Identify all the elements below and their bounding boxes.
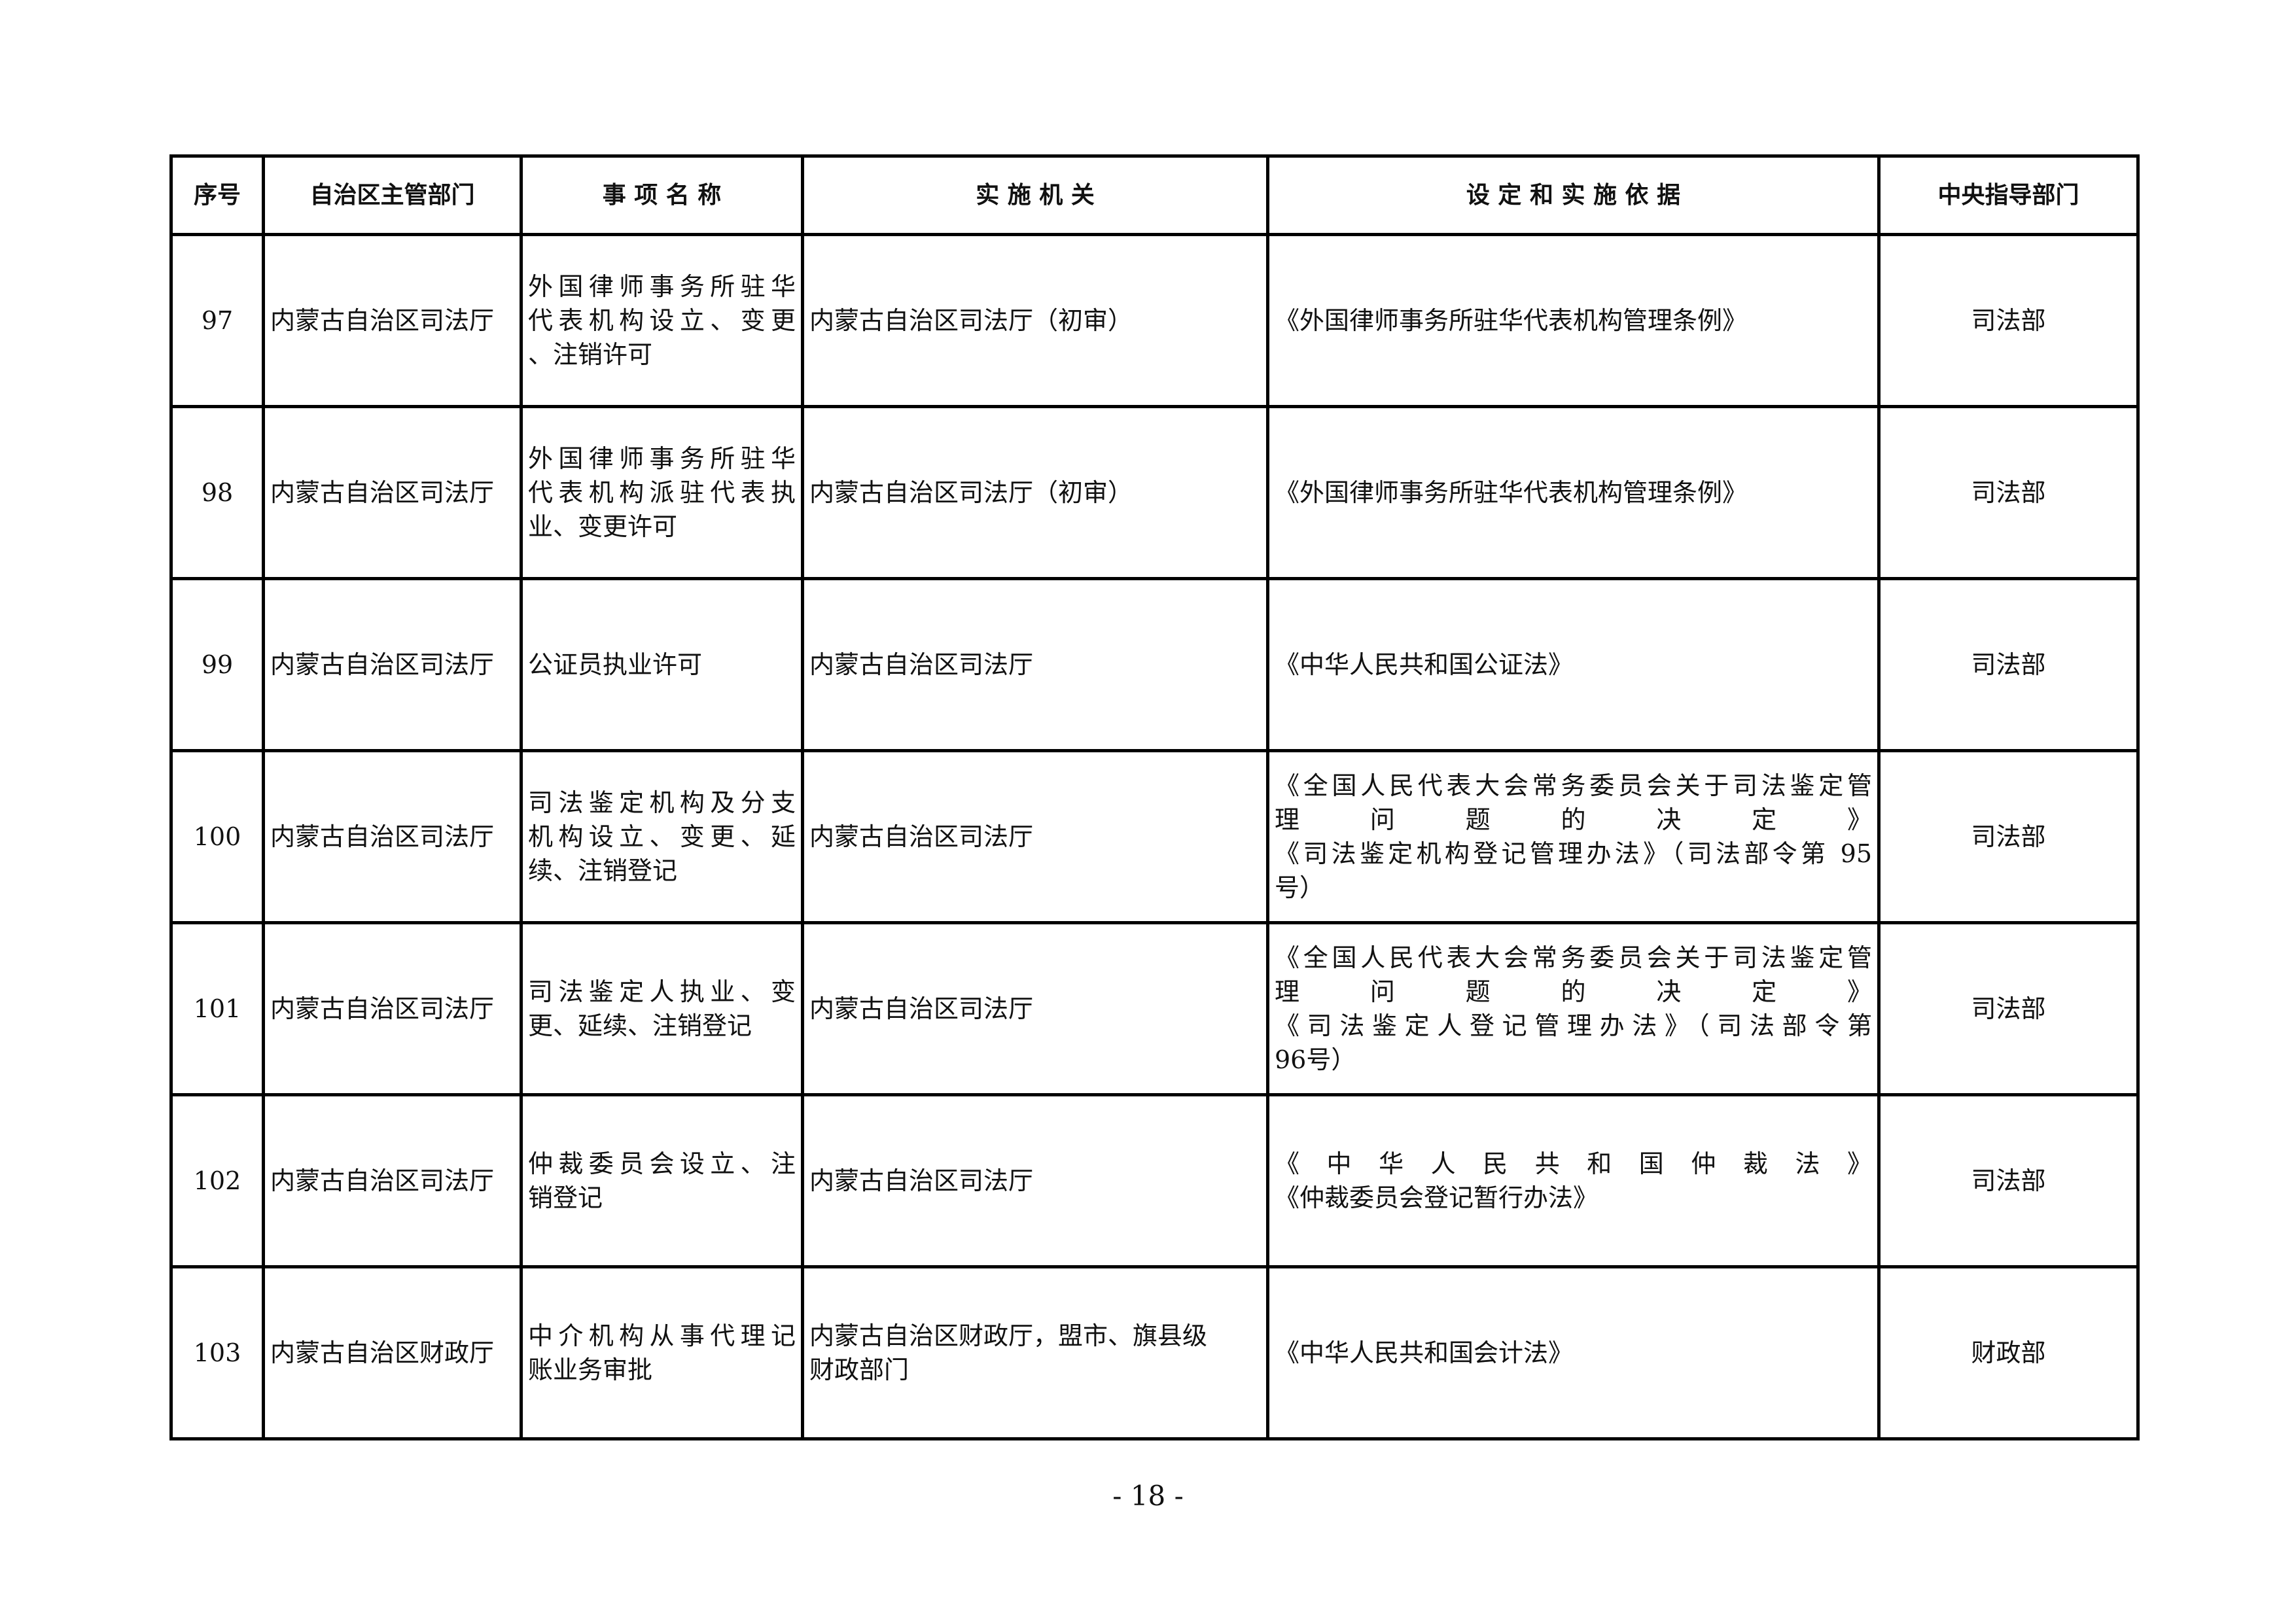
cell-basis: 《外国律师事务所驻华代表机构管理条例》 bbox=[1266, 405, 1881, 580]
cell-basis-line: 《全国人民代表大会常务委员会关于司法鉴定管 bbox=[1275, 771, 1872, 800]
cell-basis: 《全国人民代表大会常务委员会关于司法鉴定管 理问题的决定》 《司法鉴定机构登记管理办… bbox=[1266, 749, 1881, 924]
cell-agency: 内蒙古自治区财政厅，盟市、旗县级 财政部门 bbox=[801, 1265, 1269, 1440]
cell-dept: 内蒙古自治区司法厅 bbox=[262, 1093, 523, 1268]
cell-basis-line: 号） bbox=[1275, 873, 1325, 902]
cell-agency-line: 内蒙古自治区司法厅 bbox=[809, 822, 1034, 851]
cell-item-line: 司法鉴定人执业、变 bbox=[528, 977, 796, 1006]
cell-item-line: 、注销许可 bbox=[528, 340, 653, 369]
cell-central: 司法部 bbox=[1877, 577, 2140, 752]
cell-item-line: 仲裁委员会设立、注 bbox=[528, 1149, 796, 1178]
cell-agency-line: 内蒙古自治区司法厅 bbox=[809, 1166, 1034, 1195]
cell-item: 中介机构从事代理记 账业务审批 bbox=[520, 1265, 804, 1440]
cell-basis-line: 《全国人民代表大会常务委员会关于司法鉴定管 bbox=[1275, 943, 1872, 972]
cell-basis: 《全国人民代表大会常务委员会关于司法鉴定管 理问题的决定》 《司法鉴定人登记管理办法… bbox=[1266, 921, 1881, 1096]
cell-item-line: 外国律师事务所驻华 bbox=[528, 444, 796, 473]
cell-dept: 内蒙古自治区司法厅 bbox=[262, 577, 523, 752]
cell-agency: 内蒙古自治区司法厅（初审） bbox=[801, 233, 1269, 408]
cell-agency: 内蒙古自治区司法厅 bbox=[801, 1093, 1269, 1268]
cell-basis-line: 《外国律师事务所驻华代表机构管理条例》 bbox=[1275, 478, 1748, 507]
cell-agency: 内蒙古自治区司法厅（初审） bbox=[801, 405, 1269, 580]
table-row: 101 内蒙古自治区司法厅 司法鉴定人执业、变 更、延续、注销登记 内蒙古自治区司法厅《… bbox=[169, 921, 2140, 1096]
cell-basis-line: 《中华人民共和国仲裁法》 bbox=[1275, 1149, 1872, 1178]
cell-item-line: 公证员执业许可 bbox=[528, 650, 703, 679]
cell-agency-line: 财政部门 bbox=[809, 1355, 910, 1384]
cell-agency: 内蒙古自治区司法厅 bbox=[801, 749, 1269, 924]
cell-agency-line: 内蒙古自治区司法厅（初审） bbox=[809, 306, 1133, 335]
cell-agency-line: 内蒙古自治区司法厅 bbox=[809, 994, 1034, 1023]
cell-dept: 内蒙古自治区司法厅 bbox=[262, 405, 523, 580]
cell-basis-line: 《仲裁委员会登记暂行办法》 bbox=[1275, 1183, 1598, 1212]
cell-item-line: 业、变更许可 bbox=[528, 512, 678, 541]
cell-basis-line: 《司法鉴定人登记管理办法》（司法部令第 bbox=[1275, 1011, 1872, 1040]
cell-item: 外国律师事务所驻华 代表机构设立、变更 、注销许可 bbox=[520, 233, 804, 408]
cell-central: 司法部 bbox=[1877, 749, 2140, 924]
table-header-row: 序号 自治区主管部门 事 项 名 称 实 施 机 关 设 定 和 实 施 依 据… bbox=[169, 154, 2140, 236]
cell-central: 财政部 bbox=[1877, 1265, 2140, 1440]
cell-basis-line: 理问题的决定》 bbox=[1275, 977, 1872, 1006]
cell-dept: 内蒙古自治区司法厅 bbox=[262, 233, 523, 408]
table-row: 103 内蒙古自治区财政厅 中介机构从事代理记 账业务审批 内蒙古自治区财政厅，盟市、旗… bbox=[169, 1265, 2140, 1440]
header-item: 事 项 名 称 bbox=[520, 154, 804, 236]
header-dept: 自治区主管部门 bbox=[262, 154, 523, 236]
cell-item: 司法鉴定机构及分支 机构设立、变更、延 续、注销登记 bbox=[520, 749, 804, 924]
cell-no: 99 bbox=[169, 577, 265, 752]
cell-basis-line: 理问题的决定》 bbox=[1275, 805, 1872, 834]
cell-no: 98 bbox=[169, 405, 265, 580]
cell-basis-line: 《中华人民共和国会计法》 bbox=[1275, 1338, 1574, 1367]
table-row: 100 内蒙古自治区司法厅 司法鉴定机构及分支 机构设立、变更、延 续、注销登记 内蒙古自… bbox=[169, 749, 2140, 924]
cell-basis: 《中华人民共和国公证法》 bbox=[1266, 577, 1881, 752]
cell-item-line: 代表机构设立、变更 bbox=[528, 306, 796, 335]
cell-item: 公证员执业许可 bbox=[520, 577, 804, 752]
table-row: 98 内蒙古自治区司法厅 外国律师事务所驻华 代表机构派驻代表执 业、变更许可 内蒙古自治… bbox=[169, 405, 2140, 580]
cell-basis-line: 《司法鉴定机构登记管理办法》（司法部令第 95 bbox=[1275, 839, 1872, 868]
cell-item-line: 销登记 bbox=[528, 1183, 603, 1212]
cell-agency-line: 内蒙古自治区财政厅，盟市、旗县级 bbox=[809, 1321, 1208, 1350]
cell-item-line: 账业务审批 bbox=[528, 1355, 653, 1384]
cell-central: 司法部 bbox=[1877, 1093, 2140, 1268]
cell-basis-line: 《外国律师事务所驻华代表机构管理条例》 bbox=[1275, 306, 1748, 335]
cell-agency-line: 内蒙古自治区司法厅（初审） bbox=[809, 478, 1133, 507]
cell-item-line: 机构设立、变更、延 bbox=[528, 822, 796, 851]
cell-item-line: 续、注销登记 bbox=[528, 856, 678, 885]
cell-basis-line: 96号） bbox=[1275, 1045, 1356, 1074]
cell-item-line: 代表机构派驻代表执 bbox=[528, 478, 796, 507]
cell-item: 外国律师事务所驻华 代表机构派驻代表执 业、变更许可 bbox=[520, 405, 804, 580]
cell-no: 97 bbox=[169, 233, 265, 408]
cell-item: 司法鉴定人执业、变 更、延续、注销登记 bbox=[520, 921, 804, 1096]
cell-agency: 内蒙古自治区司法厅 bbox=[801, 921, 1269, 1096]
page-number: - 18 - bbox=[1112, 1480, 1184, 1512]
cell-no: 100 bbox=[169, 749, 265, 924]
cell-item-line: 更、延续、注销登记 bbox=[528, 1011, 752, 1040]
cell-dept: 内蒙古自治区司法厅 bbox=[262, 749, 523, 924]
cell-basis: 《中华人民共和国仲裁法》 《仲裁委员会登记暂行办法》 bbox=[1266, 1093, 1881, 1268]
cell-no: 102 bbox=[169, 1093, 265, 1268]
header-central: 中央指导部门 bbox=[1877, 154, 2140, 236]
header-no: 序号 bbox=[169, 154, 265, 236]
cell-basis: 《外国律师事务所驻华代表机构管理条例》 bbox=[1266, 233, 1881, 408]
cell-dept: 内蒙古自治区司法厅 bbox=[262, 921, 523, 1096]
approval-items-table: 序号 自治区主管部门 事 项 名 称 实 施 机 关 设 定 和 实 施 依 据… bbox=[169, 154, 2140, 1440]
cell-central: 司法部 bbox=[1877, 921, 2140, 1096]
cell-basis: 《中华人民共和国会计法》 bbox=[1266, 1265, 1881, 1440]
cell-item-line: 外国律师事务所驻华 bbox=[528, 272, 796, 301]
cell-basis-line: 《中华人民共和国公证法》 bbox=[1275, 650, 1574, 679]
cell-agency-line: 内蒙古自治区司法厅 bbox=[809, 650, 1034, 679]
header-agency: 实 施 机 关 bbox=[801, 154, 1269, 236]
cell-central: 司法部 bbox=[1877, 233, 2140, 408]
cell-item: 仲裁委员会设立、注 销登记 bbox=[520, 1093, 804, 1268]
table-row: 97 内蒙古自治区司法厅 外国律师事务所驻华 代表机构设立、变更 、注销许可 内蒙古自治区… bbox=[169, 233, 2140, 408]
table-row: 99 内蒙古自治区司法厅 公证员执业许可 内蒙古自治区司法厅 《中华人民共和国公证法》司… bbox=[169, 577, 2140, 752]
cell-agency: 内蒙古自治区司法厅 bbox=[801, 577, 1269, 752]
header-basis: 设 定 和 实 施 依 据 bbox=[1266, 154, 1881, 236]
table-row: 102 内蒙古自治区司法厅 仲裁委员会设立、注 销登记 内蒙古自治区司法厅 《中华人民共和… bbox=[169, 1093, 2140, 1268]
cell-item-line: 司法鉴定机构及分支 bbox=[528, 788, 796, 817]
cell-no: 101 bbox=[169, 921, 265, 1096]
cell-central: 司法部 bbox=[1877, 405, 2140, 580]
cell-no: 103 bbox=[169, 1265, 265, 1440]
cell-item-line: 中介机构从事代理记 bbox=[528, 1321, 796, 1350]
cell-dept: 内蒙古自治区财政厅 bbox=[262, 1265, 523, 1440]
